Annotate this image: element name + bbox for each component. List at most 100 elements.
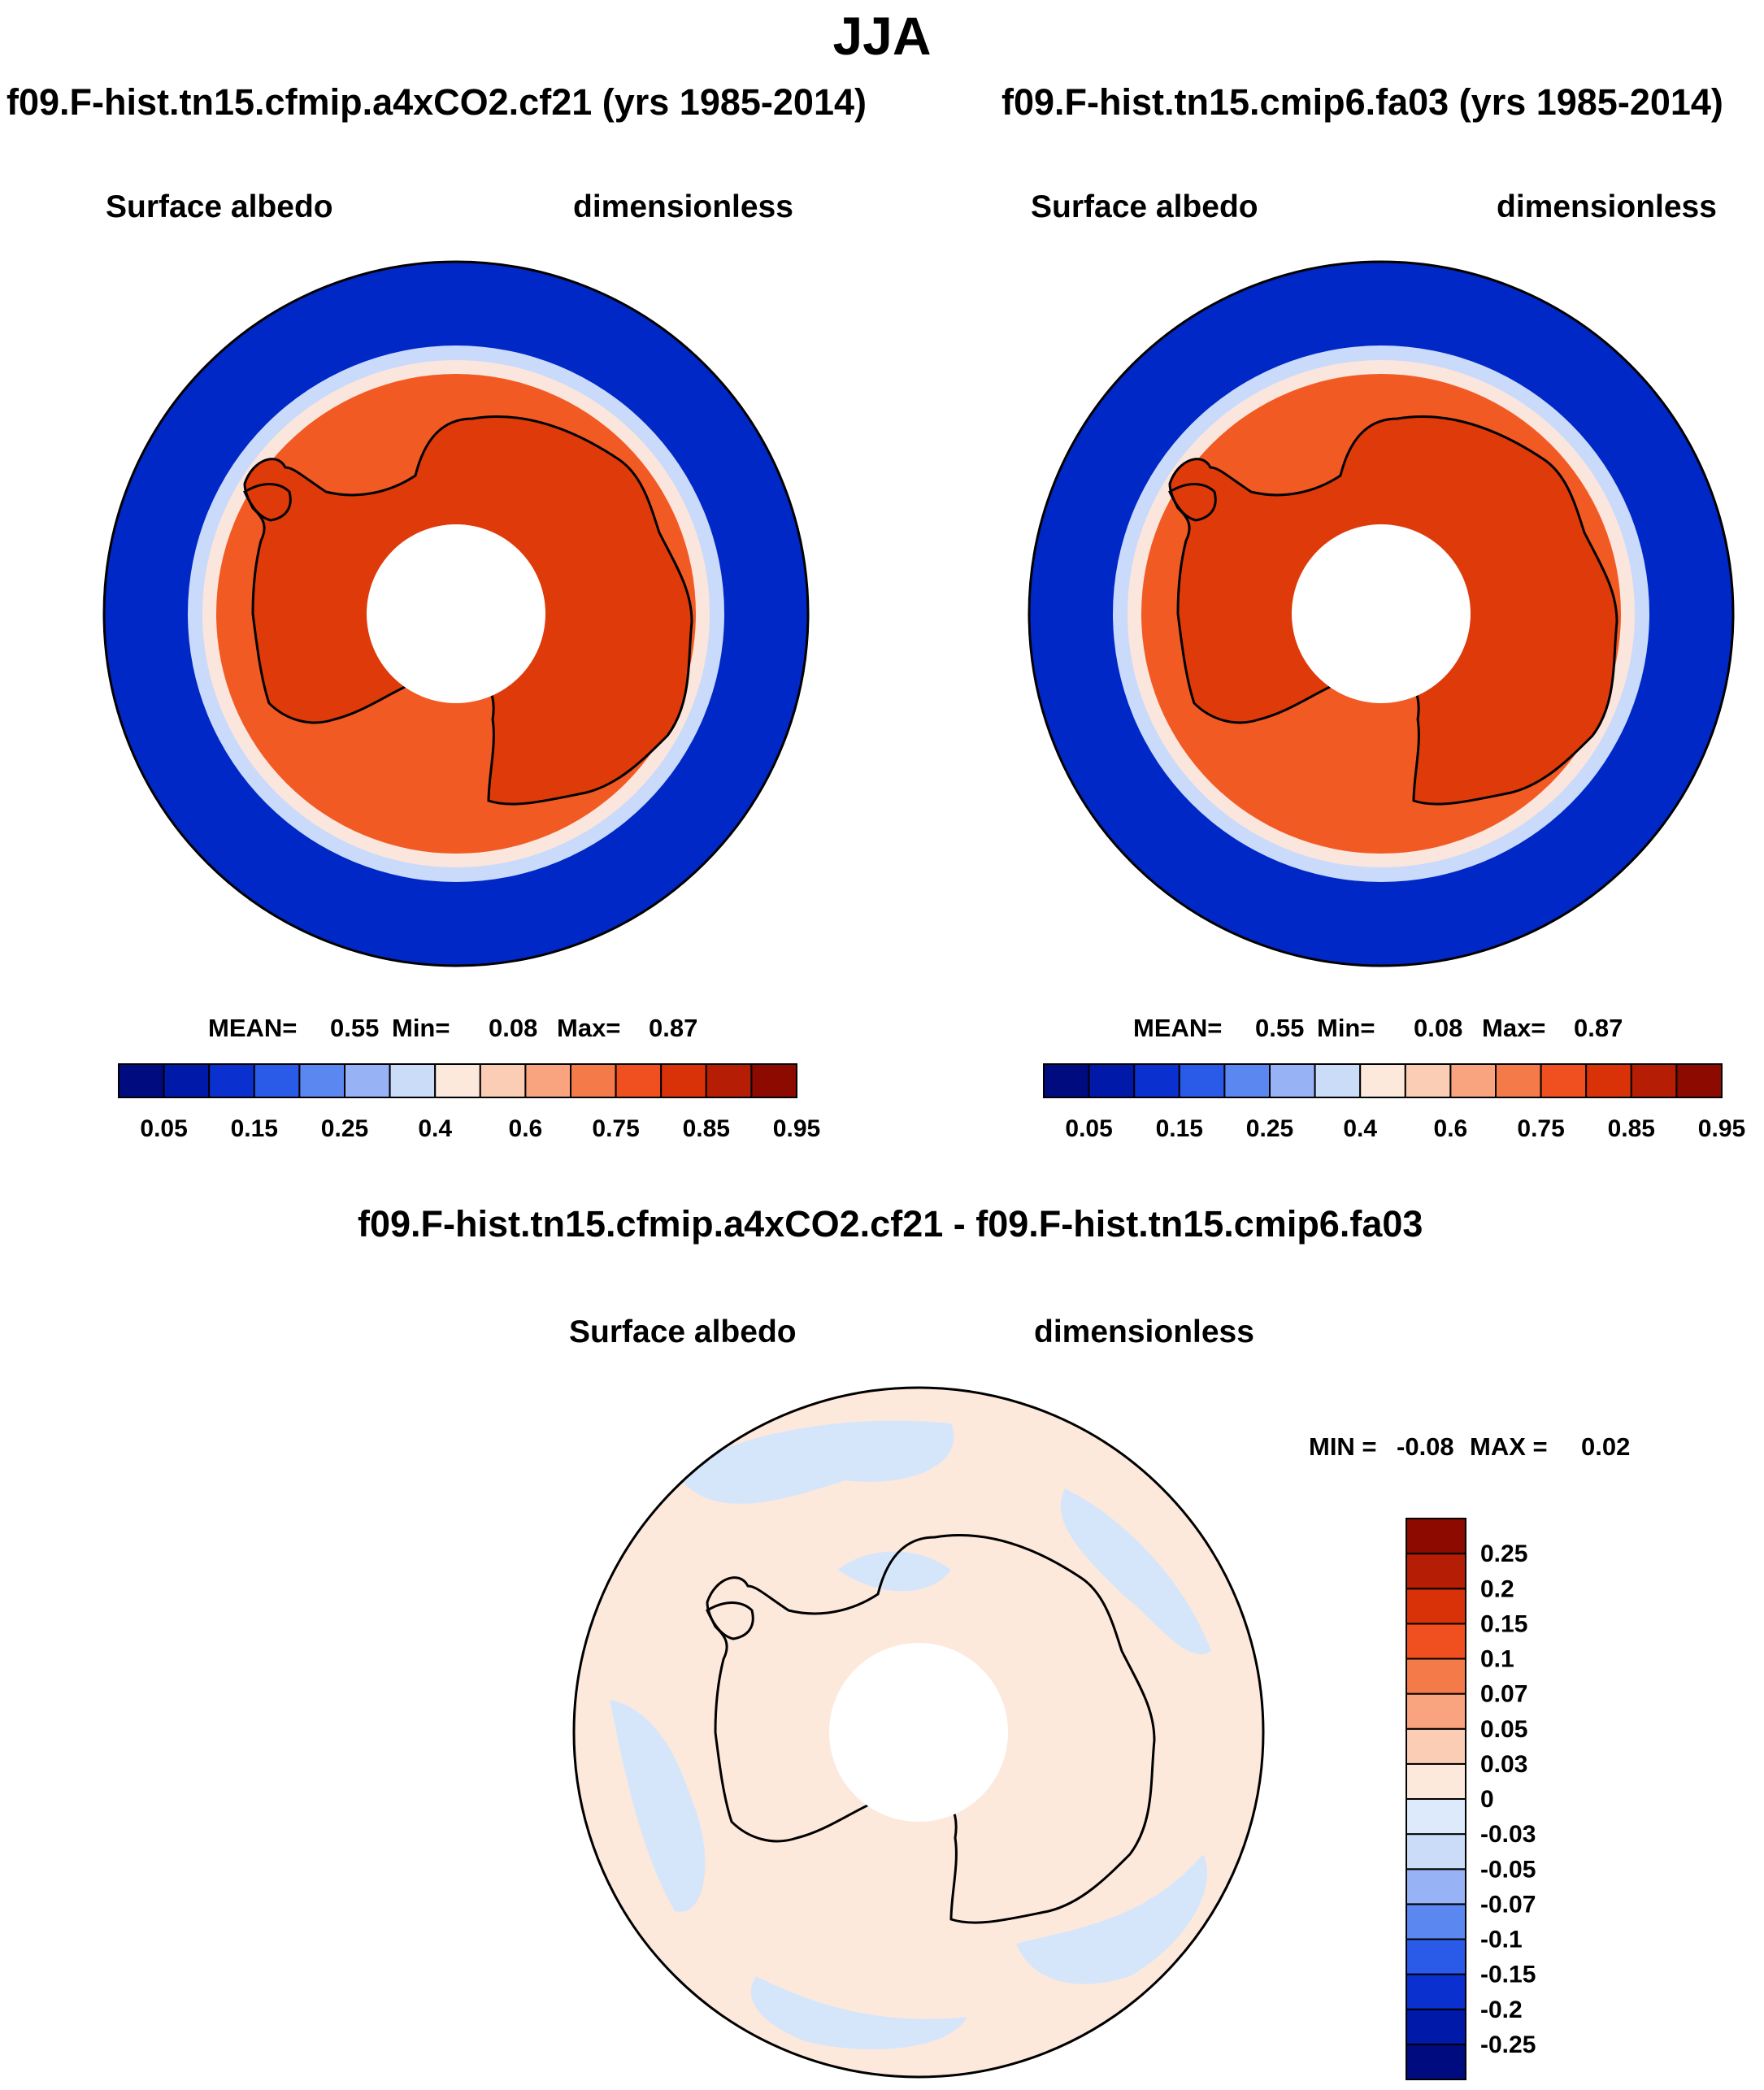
diff-title: f09.F-hist.tn15.cfmip.a4xCO2.cf21 - f09.… [358, 1203, 1423, 1245]
diff-min-label: MIN = [1309, 1432, 1377, 1461]
panel2-case-title: f09.F-hist.tn15.cmip6.fa03 (yrs 1985-201… [1001, 81, 1723, 123]
colorbar-tick-label: 0.03 [1480, 1751, 1527, 1778]
colorbar-box [1314, 1063, 1362, 1098]
panel1-min-label: Min= [392, 1014, 450, 1042]
diff-max-value: 0.02 [1581, 1432, 1631, 1461]
colorbar-tick-label: 0.15 [1156, 1115, 1203, 1142]
panel2-max-label: Max= [1482, 1014, 1546, 1042]
colorbar-box [524, 1063, 572, 1098]
colorbar-box [570, 1063, 617, 1098]
colorbar-tick-label: -0.03 [1480, 1821, 1536, 1848]
colorbar-tick-label: 0.05 [1065, 1115, 1112, 1142]
colorbar-tick-label: 0.85 [1608, 1115, 1655, 1142]
diff-colorbar: 0.25 0.2 0.15 0.1 0.07 0.05 0.03 0 -0.03 -0.05 -0.… [1406, 1518, 1536, 2080]
colorbar-box [1043, 1063, 1090, 1098]
colorbar-box [1406, 1518, 1466, 1555]
diff-min-value: -0.08 [1397, 1432, 1454, 1461]
colorbar-tick-label: 0.05 [140, 1115, 187, 1142]
colorbar-box [118, 1063, 165, 1098]
colorbar-tick-label: 0.25 [1246, 1115, 1293, 1142]
panel2-variable: Surface albedo [1031, 189, 1258, 224]
colorbar-box [1406, 1623, 1466, 1660]
colorbar-box [208, 1063, 255, 1098]
colorbar-box [1585, 1063, 1632, 1098]
diff-max-label: MAX = [1470, 1432, 1548, 1461]
colorbar-box [750, 1063, 798, 1098]
colorbar-tick-label: 0.85 [683, 1115, 730, 1142]
colorbar-tick-label: 0.95 [773, 1115, 820, 1142]
colorbar-box [163, 1063, 211, 1098]
colorbar-tick-label: -0.07 [1480, 1891, 1536, 1918]
colorbar-box [1406, 2008, 1466, 2045]
colorbar-box [389, 1063, 437, 1098]
colorbar-tick-label: 0.05 [1480, 1716, 1527, 1743]
colorbar-box [615, 1063, 663, 1098]
panel1-map [102, 260, 810, 967]
colorbar-tick-label: 0.4 [1343, 1115, 1377, 1142]
panel1-min-value: 0.08 [489, 1014, 538, 1042]
colorbar-tick-label: 0 [1480, 1786, 1494, 1813]
colorbar-tick-label: 0.95 [1698, 1115, 1745, 1142]
colorbar-box [1133, 1063, 1180, 1098]
colorbar-box [1406, 1692, 1466, 1730]
colorbar-box [1406, 1903, 1466, 1940]
colorbar-tick-label: -0.05 [1480, 1856, 1536, 1883]
colorbar-box [1088, 1063, 1136, 1098]
colorbar-box [705, 1063, 753, 1098]
colorbar-tick-label: 0.25 [1480, 1540, 1527, 1567]
panel1-variable: Surface albedo [106, 189, 333, 224]
colorbar-tick-label: 0.15 [231, 1115, 278, 1142]
diff-variable: Surface albedo [569, 1314, 797, 1349]
colorbar-tick-label: -0.15 [1480, 1962, 1536, 1988]
colorbar-box [1359, 1063, 1406, 1098]
colorbar-box [660, 1063, 707, 1098]
colorbar-box [1675, 1063, 1723, 1098]
colorbar-box [434, 1063, 481, 1098]
colorbar-box [344, 1063, 391, 1098]
colorbar-box [298, 1063, 345, 1098]
colorbar-tick-label: 0.4 [418, 1115, 452, 1142]
diff-units: dimensionless [1034, 1314, 1254, 1349]
panel1-units: dimensionless [573, 189, 793, 224]
colorbar-box [1406, 1727, 1466, 1765]
colorbar-box [1406, 1588, 1466, 1625]
panel2-min-label: Min= [1317, 1014, 1375, 1042]
colorbar-box [1406, 1658, 1466, 1695]
colorbar-tick-label: 0.75 [592, 1115, 639, 1142]
panel1-max-value: 0.87 [649, 1014, 698, 1042]
colorbar-box [1406, 1798, 1466, 1836]
panel2-mean-label: MEAN= [1133, 1014, 1223, 1042]
colorbar-box [1406, 1973, 1466, 2010]
colorbar-box [1406, 2043, 1466, 2080]
panel1-mean-label: MEAN= [208, 1014, 298, 1042]
panel2-mean-value: 0.55 [1255, 1014, 1305, 1042]
diff-map [572, 1386, 1265, 2079]
colorbar-box [479, 1063, 527, 1098]
colorbar-tick-label: 0.25 [321, 1115, 368, 1142]
colorbar-tick-label: 0.1 [1480, 1646, 1514, 1673]
colorbar-box [1404, 1063, 1452, 1098]
colorbar-box [1495, 1063, 1542, 1098]
colorbar-tick-label: 0.6 [509, 1115, 543, 1142]
panel1-mean-value: 0.55 [330, 1014, 380, 1042]
colorbar-tick-label: 0.75 [1517, 1115, 1564, 1142]
colorbar-box [1178, 1063, 1226, 1098]
panel2-max-value: 0.87 [1574, 1014, 1623, 1042]
colorbar-tick-label: 0.6 [1434, 1115, 1468, 1142]
colorbar-tick-label: 0.07 [1480, 1681, 1527, 1708]
colorbar-box [1406, 1868, 1466, 1905]
colorbar-tick-label: 0.15 [1480, 1610, 1527, 1637]
colorbar-box [1540, 1063, 1588, 1098]
panel1-max-label: Max= [557, 1014, 621, 1042]
colorbar-tick-label: -0.1 [1480, 1927, 1523, 1953]
figure-title: JJA [832, 6, 932, 66]
colorbar-tick-label: -0.25 [1480, 2031, 1536, 2058]
colorbar-box [1630, 1063, 1678, 1098]
panel2-min-value: 0.08 [1414, 1014, 1463, 1042]
panel2-colorbar: 0.05 0.15 0.25 0.4 0.6 0.75 0.85 0.95 [1043, 1063, 1745, 1142]
colorbar-box [253, 1063, 301, 1098]
panel1-colorbar: 0.05 0.15 0.25 0.4 0.6 0.75 0.85 0.95 [118, 1063, 820, 1142]
panel2-map [1028, 260, 1735, 967]
colorbar-box [1406, 1938, 1466, 1975]
